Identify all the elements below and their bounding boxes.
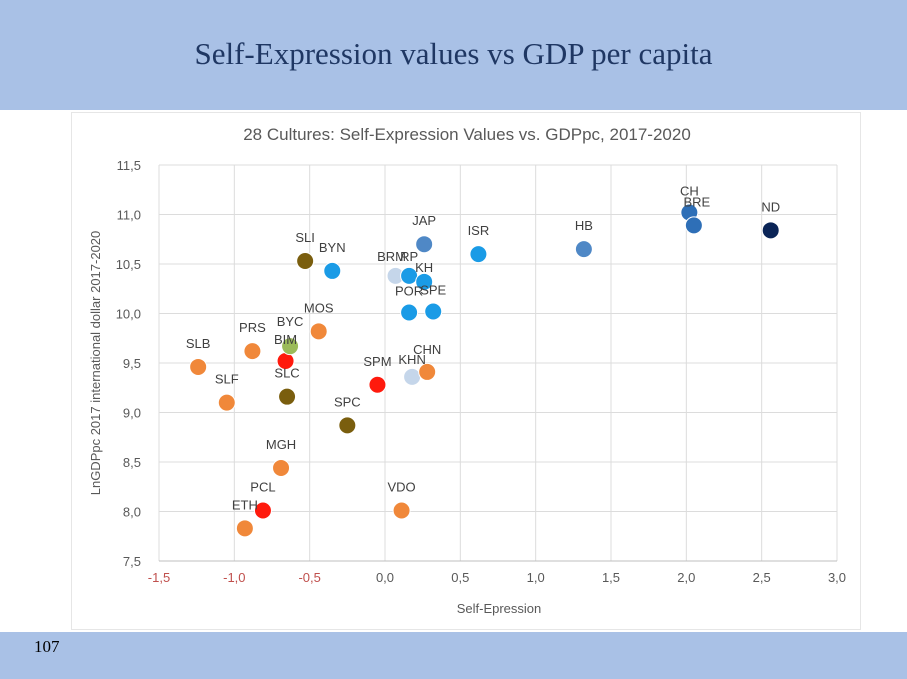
data-point-spe: [424, 302, 443, 321]
data-point-slc: [278, 387, 297, 406]
data-label-khn: KHN: [398, 352, 425, 367]
data-point-nd: [761, 221, 780, 240]
y-tick-label: 7,5: [123, 554, 141, 569]
x-tick-label: 1,0: [527, 570, 545, 585]
data-label-byc: BYC: [277, 314, 304, 329]
data-point-byc: [281, 337, 300, 356]
data-label-slc: SLC: [274, 366, 299, 381]
data-label-eth: ETH: [232, 497, 258, 512]
data-label-pcl: PCL: [250, 480, 275, 495]
data-point-byn: [323, 261, 342, 280]
data-label-nd: ND: [761, 199, 780, 214]
data-label-isr: ISR: [468, 223, 490, 238]
chart-title: 28 Cultures: Self-Expression Values vs. …: [243, 125, 691, 144]
data-point-khn: [403, 367, 422, 386]
data-label-por: POR: [395, 284, 423, 299]
data-label-sli: SLI: [295, 230, 315, 245]
y-tick-label: 8,5: [123, 455, 141, 470]
x-axis-label: Self-Epression: [457, 601, 542, 616]
data-label-chn: CHN: [413, 342, 441, 357]
data-point-mos: [309, 322, 328, 341]
y-tick-label: 10,0: [116, 307, 141, 322]
data-label-brm: BRM: [377, 249, 406, 264]
data-label-mos: MOS: [304, 300, 334, 315]
data-point-pcl: [253, 501, 272, 520]
y-tick-label: 9,5: [123, 356, 141, 371]
x-tick-label: 3,0: [828, 570, 846, 585]
data-label-rp: RP: [400, 249, 418, 264]
data-label-slb: SLB: [186, 336, 211, 351]
page-number: 107: [34, 637, 60, 656]
data-label-bre: BRE: [683, 194, 710, 209]
x-tick-label: 2,5: [753, 570, 771, 585]
slide-title: Self-Expression values vs GDP per capita: [194, 36, 713, 71]
data-label-spe: SPE: [420, 283, 446, 298]
data-label-hb: HB: [575, 218, 593, 233]
data-point-slf: [217, 393, 236, 412]
data-point-por: [400, 303, 419, 322]
x-tick-label: 0,0: [376, 570, 394, 585]
x-tick-label: 1,5: [602, 570, 620, 585]
data-point-slb: [189, 357, 208, 376]
header-band: [0, 0, 907, 110]
data-point-chn: [418, 362, 437, 381]
y-tick-label: 10,5: [116, 257, 141, 272]
data-label-ch: CH: [680, 184, 699, 199]
data-label-vdo: VDO: [387, 480, 415, 495]
data-label-slf: SLF: [215, 372, 239, 387]
x-tick-label: -1,5: [148, 570, 170, 585]
x-tick-label: -0,5: [298, 570, 320, 585]
data-label-kh: KH: [415, 260, 433, 275]
x-tick-label: -1,0: [223, 570, 245, 585]
data-point-bre: [684, 216, 703, 235]
y-tick-label: 9,0: [123, 406, 141, 421]
data-point-sli: [296, 252, 315, 271]
chart-frame: 28 Cultures: Self-Expression Values vs. …: [71, 112, 861, 630]
footer-band: [0, 632, 907, 679]
data-point-spc: [338, 416, 357, 435]
data-label-spm: SPM: [363, 354, 391, 369]
data-label-spc: SPC: [334, 394, 361, 409]
y-tick-label: 11,5: [117, 158, 141, 173]
data-point-vdo: [392, 501, 411, 520]
data-label-mgh: MGH: [266, 437, 296, 452]
y-tick-label: 11,0: [117, 208, 141, 223]
data-point-spm: [368, 375, 387, 394]
data-point-eth: [235, 519, 254, 538]
x-tick-label: 0,5: [451, 570, 469, 585]
data-point-jap: [415, 235, 434, 254]
data-label-byn: BYN: [319, 240, 346, 255]
scatter-chart: 28 Cultures: Self-Expression Values vs. …: [88, 125, 846, 616]
data-label-prs: PRS: [239, 320, 266, 335]
y-tick-label: 8,0: [123, 505, 141, 520]
data-point-hb: [574, 240, 593, 259]
x-tick-label: 2,0: [677, 570, 695, 585]
data-point-kh: [415, 272, 434, 291]
data-point-prs: [243, 342, 262, 361]
data-label-jap: JAP: [412, 213, 436, 228]
data-point-mgh: [272, 458, 291, 477]
y-axis-label: LnGDPpc 2017 international dollar 2017-2…: [88, 231, 103, 496]
data-point-isr: [469, 245, 488, 264]
data-label-bim: BIM: [274, 332, 297, 347]
